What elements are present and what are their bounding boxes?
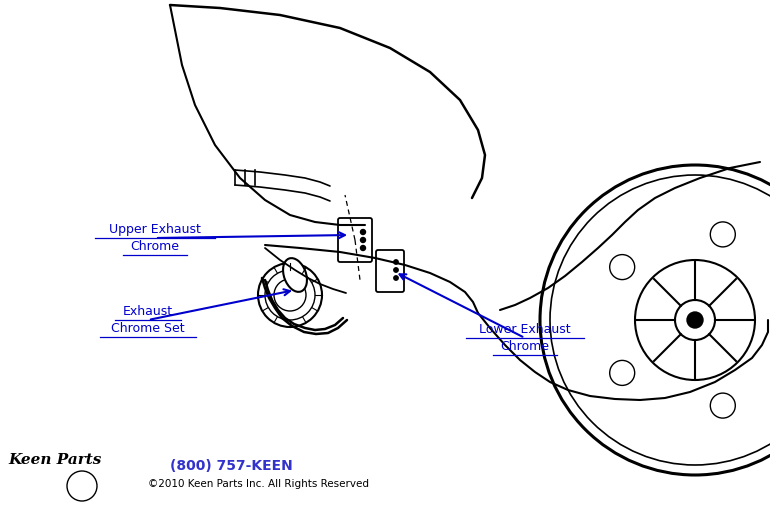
- Text: (800) 757-KEEN: (800) 757-KEEN: [170, 459, 293, 473]
- Circle shape: [360, 237, 366, 242]
- Circle shape: [393, 260, 398, 264]
- Text: Keen Parts: Keen Parts: [8, 453, 102, 467]
- Circle shape: [687, 312, 703, 328]
- Circle shape: [258, 263, 322, 327]
- Circle shape: [360, 246, 366, 251]
- Text: Lower Exhaust: Lower Exhaust: [479, 323, 571, 336]
- Text: ©2010 Keen Parts Inc. All Rights Reserved: ©2010 Keen Parts Inc. All Rights Reserve…: [148, 479, 369, 489]
- Text: Chrome: Chrome: [130, 240, 179, 253]
- Circle shape: [393, 268, 398, 272]
- Ellipse shape: [283, 258, 307, 292]
- Text: Chrome: Chrome: [500, 340, 550, 353]
- Text: Chrome Set: Chrome Set: [111, 322, 185, 335]
- FancyBboxPatch shape: [376, 250, 404, 292]
- FancyBboxPatch shape: [338, 218, 372, 262]
- Circle shape: [360, 229, 366, 235]
- Text: Upper Exhaust: Upper Exhaust: [109, 223, 201, 236]
- Text: Exhaust: Exhaust: [123, 306, 173, 319]
- Circle shape: [393, 276, 398, 280]
